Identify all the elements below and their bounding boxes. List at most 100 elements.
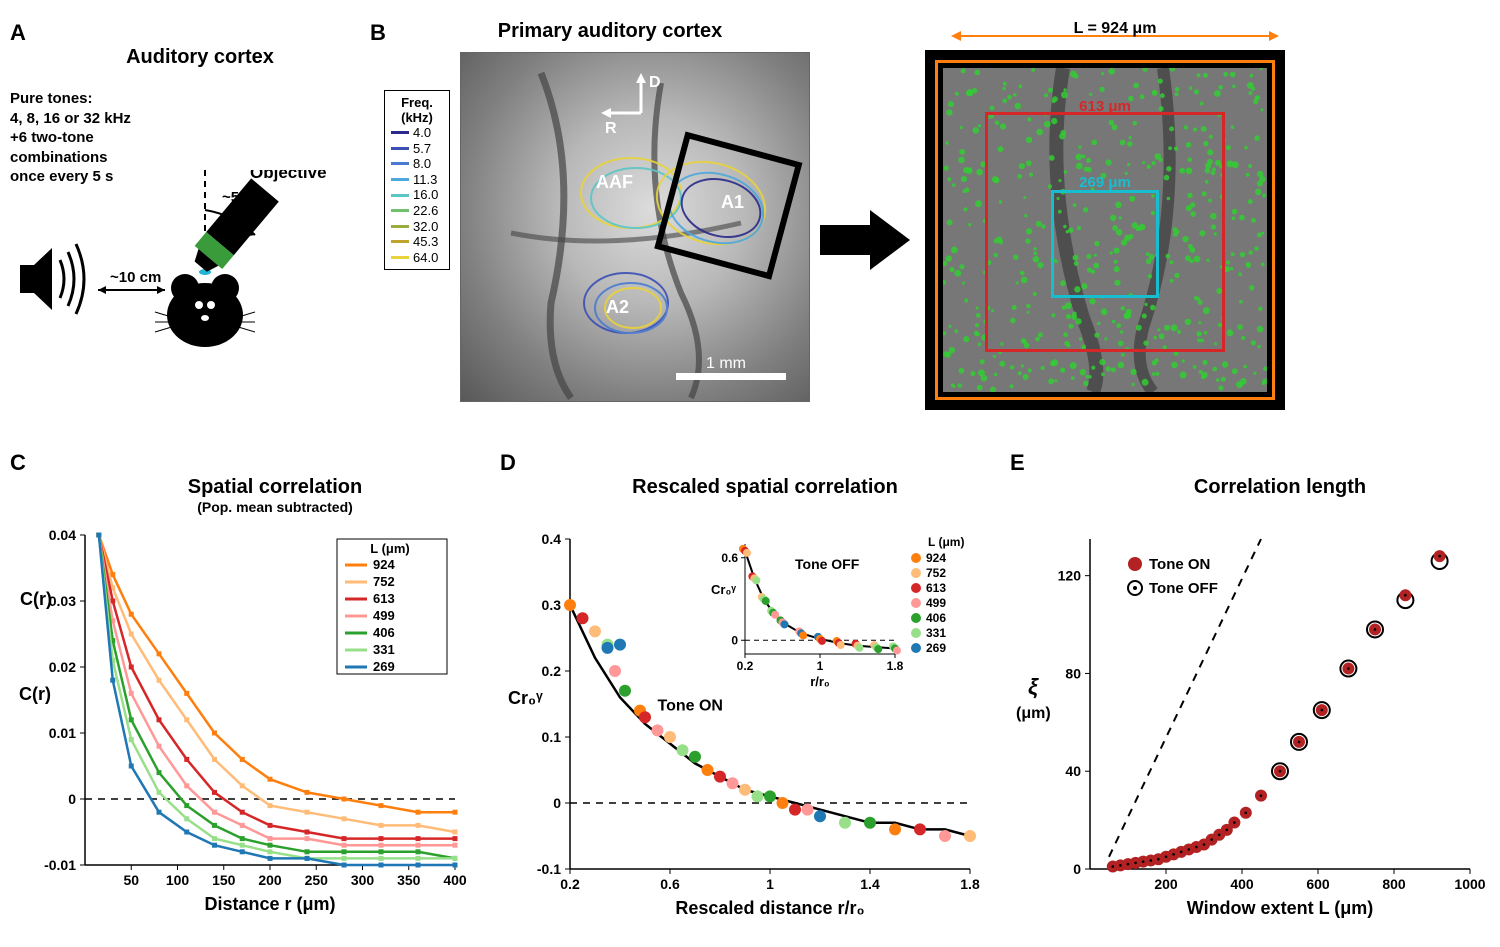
svg-text:0.6: 0.6 — [721, 551, 738, 565]
svg-text:0.03: 0.03 — [49, 593, 76, 609]
l-label: L = 924 μm — [925, 20, 1305, 38]
svg-text:0: 0 — [68, 791, 76, 807]
right-box: 613 μm 269 μm — [925, 50, 1285, 410]
svg-text:0: 0 — [1073, 861, 1081, 877]
svg-text:613: 613 — [926, 581, 946, 595]
svg-text:1.4: 1.4 — [860, 876, 880, 892]
svg-text:Tone ON: Tone ON — [658, 698, 723, 715]
svg-text:1: 1 — [817, 659, 824, 673]
svg-text:924: 924 — [373, 557, 395, 572]
svg-text:100: 100 — [166, 872, 190, 888]
panel-a: A Auditory cortex Pure tones: 4, 8, 16 o… — [10, 20, 350, 400]
svg-text:499: 499 — [373, 608, 395, 623]
freq-value: 4.0 — [413, 125, 431, 141]
svg-text:350: 350 — [397, 872, 421, 888]
panel-a-title: Auditory cortex — [50, 46, 350, 69]
svg-text:0: 0 — [553, 795, 561, 811]
pa-distance: ~10 cm — [110, 269, 161, 286]
freq-row: 16.0 — [391, 187, 443, 203]
svg-text:300: 300 — [351, 872, 375, 888]
freq-value: 45.3 — [413, 234, 438, 250]
svg-text:1000: 1000 — [1454, 876, 1485, 892]
svg-text:269: 269 — [926, 641, 946, 655]
freq-swatch — [391, 240, 409, 243]
svg-text:0.2: 0.2 — [560, 876, 580, 892]
svg-text:Distance r (μm): Distance r (μm) — [204, 894, 335, 914]
freq-row: 5.7 — [391, 141, 443, 157]
panel-c-subtitle: (Pop. mean subtracted) — [70, 499, 480, 515]
area-aaf: AAF — [596, 172, 633, 192]
svg-text:752: 752 — [926, 566, 946, 580]
freq-swatch — [391, 178, 409, 181]
svg-text:0.01: 0.01 — [49, 725, 76, 741]
svg-text:406: 406 — [926, 611, 946, 625]
svg-text:Cr₀ᵞ: Cr₀ᵞ — [508, 688, 543, 708]
svg-text:40: 40 — [1065, 763, 1081, 779]
freq-row: 32.0 — [391, 219, 443, 235]
svg-text:150: 150 — [212, 872, 236, 888]
cyan-box-label: 269 μm — [1051, 174, 1159, 191]
svg-text:120: 120 — [1058, 568, 1082, 584]
figure-root: A Auditory cortex Pure tones: 4, 8, 16 o… — [10, 20, 1490, 930]
svg-text:200: 200 — [1154, 876, 1178, 892]
svg-text:Window extent L (μm): Window extent L (μm) — [1187, 898, 1374, 918]
freq-swatch — [391, 162, 409, 165]
chart-e: 200 400 600 800 1000 0 40 80 120 Window extent L … — [1010, 499, 1490, 939]
svg-text:C(r): C(r) — [19, 684, 51, 704]
panel-d: D Rescaled spatial correlation 0.20.611.… — [500, 450, 990, 920]
panel-e: E Correlation length 2004006008001000040… — [1010, 450, 1490, 920]
svg-text:752: 752 — [373, 574, 395, 589]
svg-text:50: 50 — [123, 872, 139, 888]
panel-e-title: Correlation length — [1070, 476, 1490, 499]
svg-text:0.4: 0.4 — [542, 531, 562, 547]
svg-text:250: 250 — [305, 872, 329, 888]
freq-swatch — [391, 194, 409, 197]
svg-text:Cr₀ᵞ: Cr₀ᵞ — [711, 582, 736, 597]
freq-title: Freq. (kHz) — [391, 95, 443, 125]
svg-text:Tone ON: Tone ON — [1149, 556, 1210, 573]
svg-text:331: 331 — [373, 642, 395, 657]
panel-c: C Spatial correlation (Pop. mean subtrac… — [10, 450, 480, 920]
arrow-icon — [820, 210, 910, 270]
svg-text:80: 80 — [1065, 665, 1081, 681]
freq-row: 64.0 — [391, 250, 443, 266]
svg-text:L (μm): L (μm) — [370, 541, 410, 556]
freq-row: 22.6 — [391, 203, 443, 219]
svg-text:400: 400 — [443, 872, 467, 888]
svg-text:1: 1 — [766, 876, 774, 892]
freq-swatch — [391, 256, 409, 259]
svg-text:1.8: 1.8 — [887, 659, 904, 673]
svg-text:200: 200 — [258, 872, 282, 888]
freq-value: 32.0 — [413, 219, 438, 235]
svg-text:0.2: 0.2 — [542, 663, 562, 679]
pa-line4: combinations — [10, 148, 350, 168]
svg-text:613: 613 — [373, 591, 395, 606]
svg-text:331: 331 — [926, 626, 946, 640]
pa-line3: +6 two-tone — [10, 128, 350, 148]
svg-text:800: 800 — [1382, 876, 1406, 892]
svg-text:0.1: 0.1 — [542, 729, 562, 745]
svg-text:Tone OFF: Tone OFF — [1149, 580, 1218, 597]
panel-b: B Primary auditory cortex Freq. (kHz) 4.… — [370, 20, 1490, 420]
svg-text:600: 600 — [1306, 876, 1330, 892]
freq-value: 22.6 — [413, 203, 438, 219]
svg-text:ξ: ξ — [1028, 674, 1039, 699]
red-box-label: 613 μm — [985, 98, 1225, 115]
svg-text:Tone OFF: Tone OFF — [795, 556, 860, 572]
svg-text:C(r): C(r) — [20, 589, 52, 609]
svg-text:400: 400 — [1230, 876, 1254, 892]
pa-objective: Objective — [250, 170, 327, 182]
svg-text:1.8: 1.8 — [960, 876, 980, 892]
freq-row: 4.0 — [391, 125, 443, 141]
svg-text:0.3: 0.3 — [542, 597, 562, 613]
freq-swatch — [391, 209, 409, 212]
panel-a-diagram: ~10 cm ~50° — [10, 170, 350, 390]
chart-d: 0.20.611.41.8-0.100.10.20.30.4Rescaled d… — [500, 499, 990, 939]
panel-d-title: Rescaled spatial correlation — [540, 476, 990, 499]
svg-text:-0.1: -0.1 — [537, 861, 561, 877]
svg-text:0: 0 — [731, 633, 738, 647]
svg-text:499: 499 — [926, 596, 946, 610]
pa-line1: Pure tones: — [10, 89, 350, 109]
freq-legend: Freq. (kHz) 4.05.78.011.316.022.632.045.… — [384, 90, 450, 270]
panel-c-title: Spatial correlation — [70, 476, 480, 499]
